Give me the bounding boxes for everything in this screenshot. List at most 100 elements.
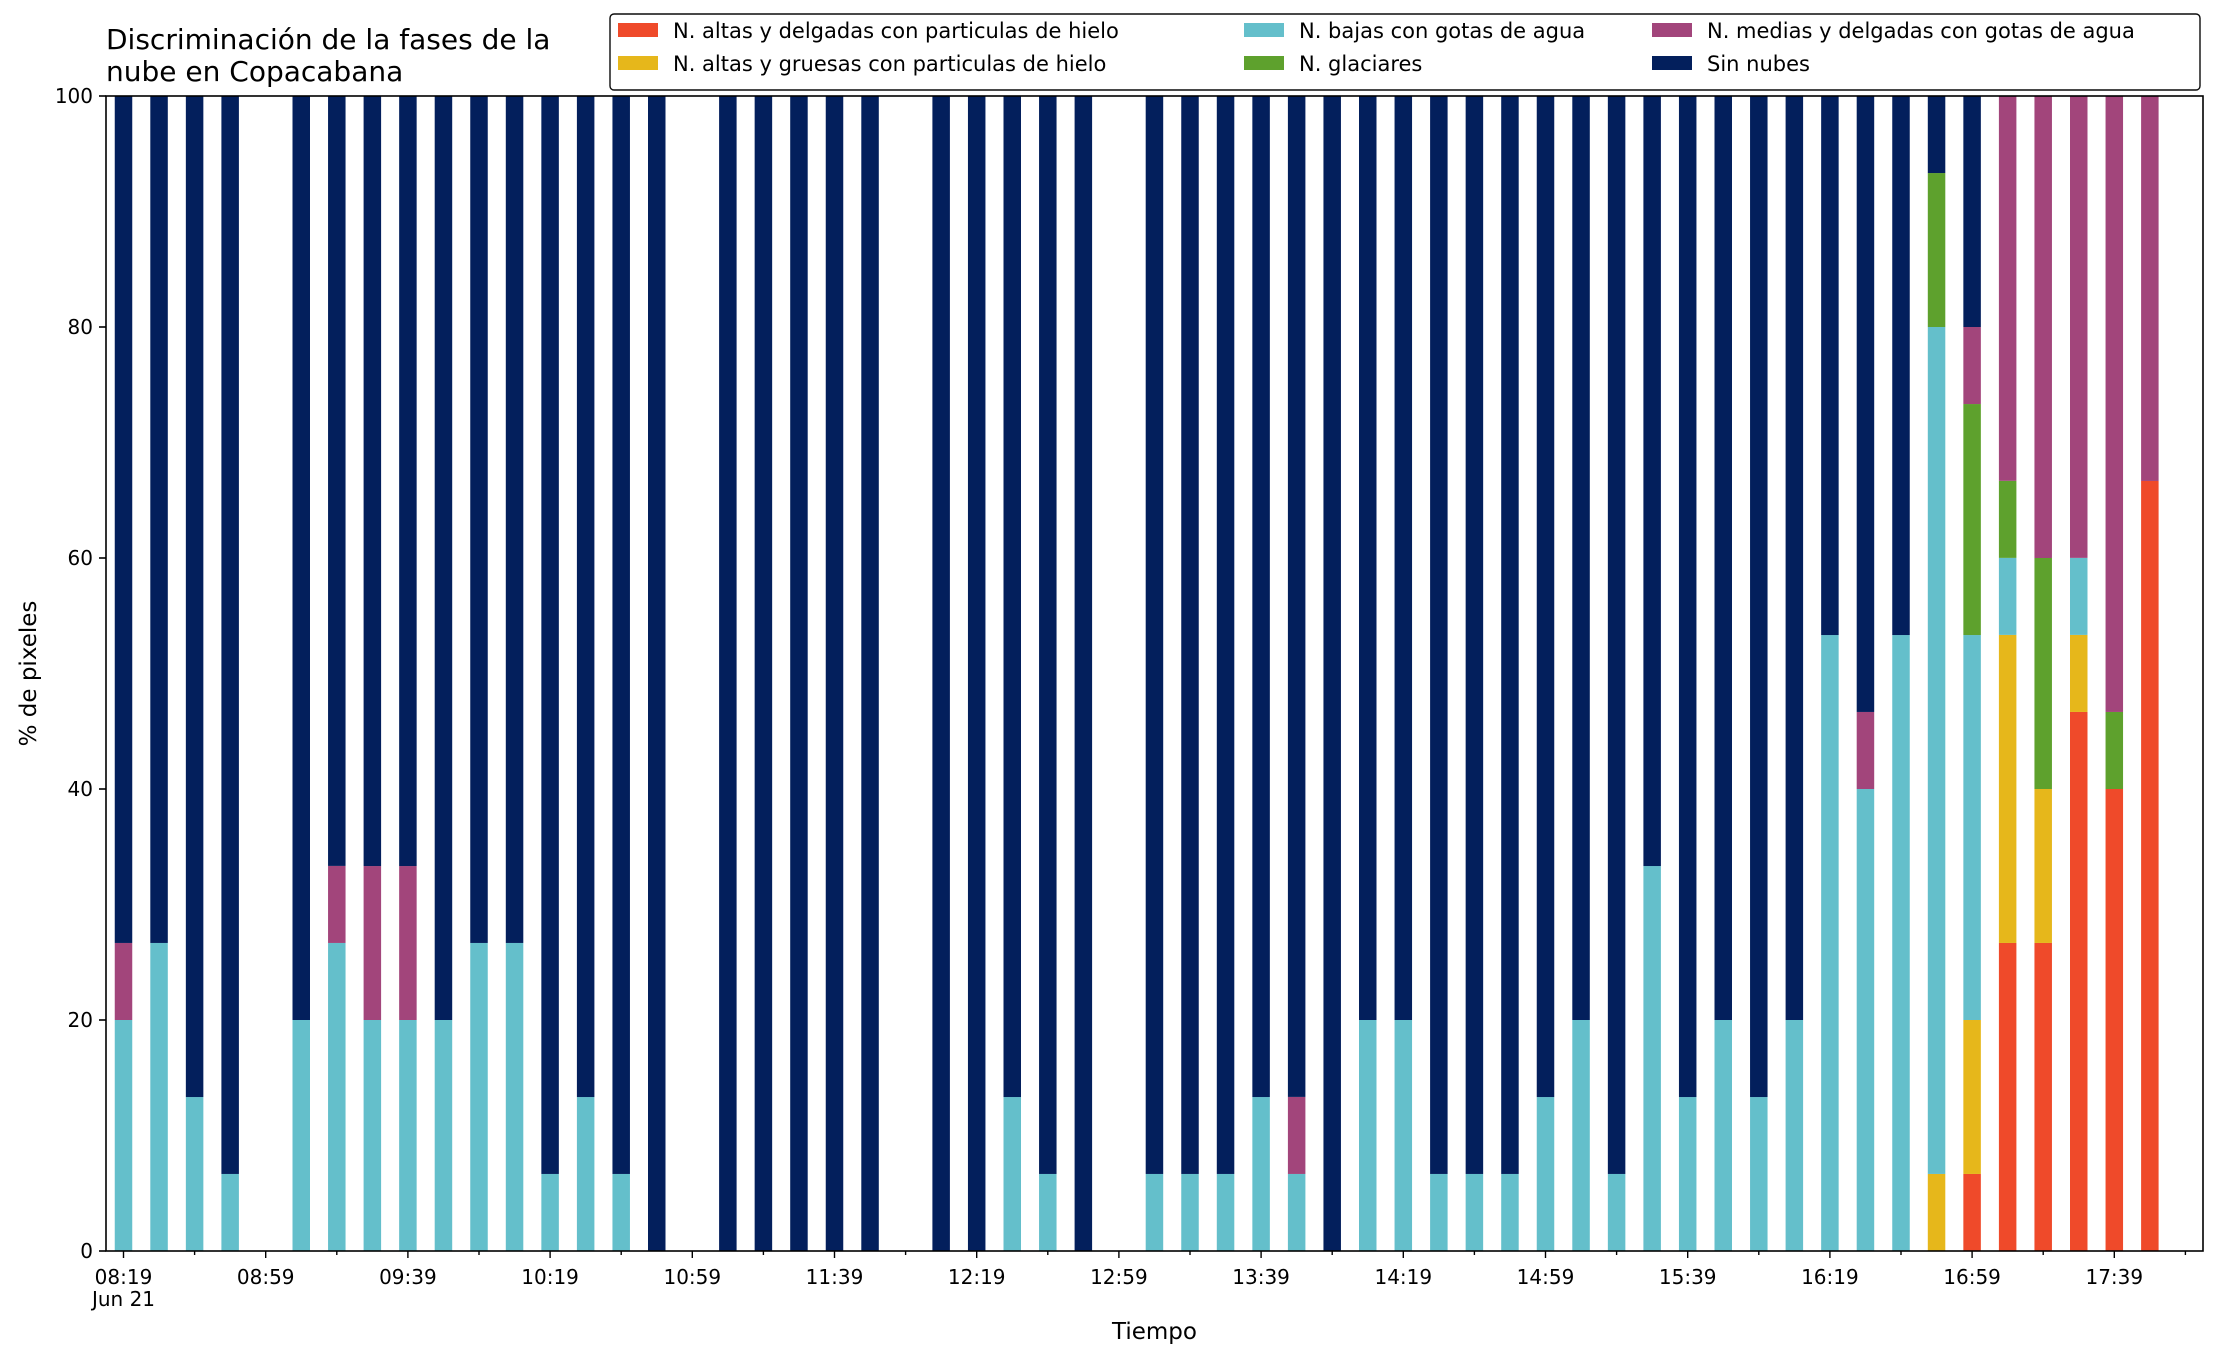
- bars-layer: [114, 95, 2159, 1252]
- bar-49: [1856, 96, 1875, 1251]
- bar-segment: [1998, 942, 2017, 1251]
- bar-43: [1643, 96, 1661, 1251]
- bar-segment: [1287, 1173, 1306, 1251]
- bar-segment: [2034, 558, 2052, 789]
- bar-47: [1785, 96, 1804, 1251]
- bar-segment: [1607, 96, 1626, 1174]
- bar-0: [114, 96, 133, 1251]
- bar-6: [328, 95, 346, 1251]
- bar-segment: [399, 1020, 417, 1251]
- legend-box: [609, 13, 2201, 91]
- bar-segment: [185, 1097, 204, 1251]
- bar-segment: [541, 96, 559, 1174]
- legend-item: N. bajas con gotas de agua: [1244, 19, 1585, 43]
- bar-segment: [1572, 1020, 1590, 1251]
- bar-segment: [612, 96, 630, 1174]
- bar-segment: [2070, 634, 2088, 712]
- bar-25: [1003, 96, 1021, 1251]
- bar-44: [1678, 96, 1697, 1251]
- bar-segment: [1359, 1020, 1377, 1251]
- x-axis-label: Tiempo: [1111, 1319, 1197, 1345]
- bar-19: [790, 96, 808, 1251]
- bar-segment: [1785, 1020, 1804, 1251]
- bar-9: [434, 96, 453, 1251]
- x-tick-label: 09:39: [379, 1265, 437, 1289]
- x-tick-label: 15:39: [1659, 1265, 1717, 1289]
- bar-segment: [505, 942, 524, 1251]
- bar-3: [221, 96, 239, 1251]
- bar-segment: [114, 96, 133, 943]
- bar-segment: [328, 865, 346, 943]
- bar-53: [1998, 95, 2017, 1251]
- x-tick-label: 08:59: [237, 1265, 295, 1289]
- bar-29: [1145, 96, 1164, 1251]
- bar-segment: [1998, 480, 2017, 558]
- bar-segment: [1572, 96, 1590, 1020]
- bar-segment: [1039, 96, 1057, 1174]
- bar-segment: [399, 96, 417, 867]
- bar-segment: [2034, 942, 2052, 1251]
- bar-segment: [1536, 96, 1555, 1098]
- bar-segment: [576, 96, 595, 1098]
- bar-segment: [1501, 96, 1519, 1174]
- bar-segment: [1394, 96, 1413, 1020]
- bar-segment: [1714, 96, 1732, 1020]
- legend-item: N. glaciares: [1244, 52, 1422, 76]
- bar-segment: [1927, 1173, 1946, 1251]
- bar-21: [861, 96, 879, 1251]
- legend-item: N. altas y gruesas con particulas de hie…: [618, 52, 1106, 76]
- bar-segment: [1003, 1097, 1021, 1251]
- bar-segment: [2070, 95, 2088, 558]
- y-axis-ticks: 0 20 40 60 80 100: [55, 84, 106, 1263]
- x-tick-label: 14:59: [1517, 1265, 1575, 1289]
- bar-segment: [505, 96, 524, 943]
- bar-segment: [1856, 96, 1875, 712]
- bar-segment: [1927, 173, 1946, 327]
- legend-item: Sin nubes: [1652, 52, 1810, 76]
- bar-segment: [363, 96, 382, 867]
- bar-segment: [1394, 1020, 1413, 1251]
- bar-segment: [967, 96, 986, 1251]
- x-tick-sublabel: Jun 21: [90, 1287, 155, 1311]
- bar-segment: [221, 96, 239, 1174]
- legend-swatch: [1652, 56, 1692, 70]
- bar-segment: [363, 1020, 382, 1251]
- bar-48: [1821, 96, 1839, 1251]
- bar-segment: [790, 96, 808, 1251]
- bar-segment: [541, 1173, 559, 1251]
- bar-39: [1501, 96, 1519, 1251]
- bar-segment: [470, 96, 488, 943]
- bar-segment: [292, 96, 310, 1020]
- bar-27: [1074, 96, 1093, 1251]
- bar-segment: [1998, 557, 2017, 635]
- legend-item: N. altas y delgadas con particulas de hi…: [618, 19, 1119, 43]
- bar-segment: [1216, 1173, 1235, 1251]
- bar-segment: [1998, 95, 2017, 481]
- y-tick-label: 40: [68, 777, 93, 801]
- bar-32: [1252, 96, 1270, 1251]
- bar-2: [185, 96, 204, 1251]
- bar-segment: [1963, 96, 1981, 327]
- legend-swatch: [618, 23, 658, 37]
- bar-segment: [1252, 96, 1270, 1098]
- bar-15: [648, 96, 666, 1251]
- bar-segment: [825, 96, 844, 1251]
- x-tick-label: 11:39: [806, 1265, 864, 1289]
- bar-segment: [1963, 1020, 1981, 1174]
- bar-segment: [1465, 96, 1484, 1174]
- bar-segment: [328, 95, 346, 866]
- bar-8: [399, 96, 417, 1251]
- bar-5: [292, 96, 310, 1251]
- bar-24: [967, 96, 986, 1251]
- bar-segment: [1821, 96, 1839, 636]
- bar-segment: [1714, 1020, 1732, 1251]
- x-tick-label: 10:19: [521, 1265, 579, 1289]
- bar-segment: [1750, 1097, 1768, 1251]
- bar-segment: [1323, 96, 1341, 1251]
- x-tick-label: 12:59: [1090, 1265, 1148, 1289]
- x-tick-label: 14:19: [1374, 1265, 1432, 1289]
- bar-20: [825, 96, 844, 1251]
- bar-12: [541, 96, 559, 1251]
- bar-segment: [1678, 1097, 1697, 1251]
